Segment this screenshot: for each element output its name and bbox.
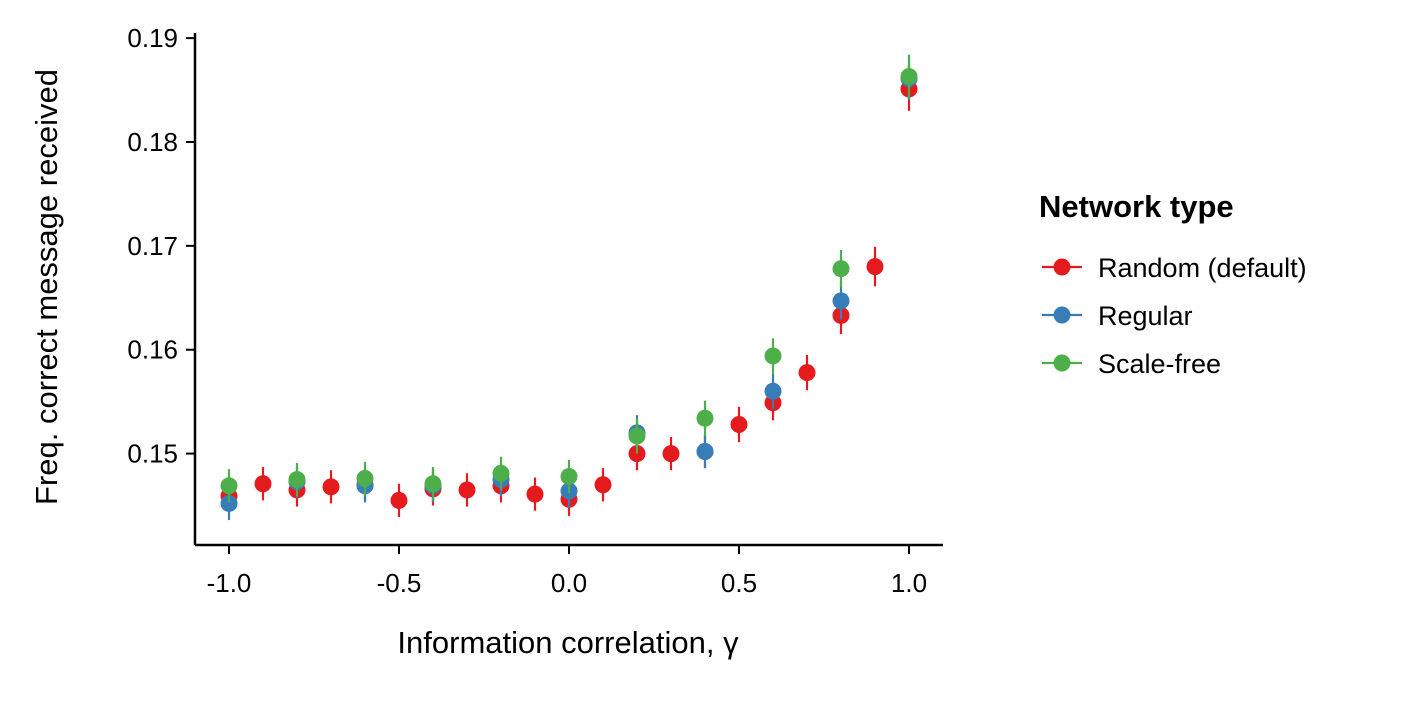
legend-key-marker — [1053, 354, 1071, 372]
data-point — [696, 409, 714, 427]
data-point — [662, 445, 680, 463]
legend-label: Regular — [1098, 301, 1193, 331]
data-point — [322, 478, 340, 496]
legend-item: Regular — [1042, 301, 1193, 331]
plot-area — [220, 54, 918, 521]
series-random-default — [220, 67, 918, 517]
data-point — [730, 416, 748, 434]
x-tick-label: 0.0 — [551, 568, 587, 598]
data-point — [492, 464, 510, 482]
data-point — [560, 467, 578, 485]
data-point — [832, 260, 850, 278]
data-point — [832, 292, 850, 310]
x-tick-label: -1.0 — [207, 568, 252, 598]
y-tick-label: 0.18 — [127, 127, 178, 157]
legend-key-marker — [1053, 306, 1071, 324]
series-scale-free — [220, 54, 918, 503]
data-point — [764, 382, 782, 400]
series-regular — [220, 56, 918, 521]
data-point — [696, 443, 714, 461]
x-axis-title: Information correlation, γ — [397, 625, 739, 660]
data-point — [526, 485, 544, 503]
data-point — [288, 471, 306, 489]
legend-title: Network type — [1039, 189, 1234, 224]
data-point — [458, 481, 476, 499]
legend-item: Random (default) — [1042, 253, 1307, 283]
data-point — [220, 494, 238, 512]
y-axis-title: Freq. correct message received — [29, 69, 64, 505]
y-tick-label: 0.19 — [127, 23, 178, 53]
y-tick-label: 0.17 — [127, 231, 178, 261]
data-point — [390, 491, 408, 509]
data-point — [254, 475, 272, 493]
data-point — [424, 475, 442, 493]
x-tick-label: 0.5 — [721, 568, 757, 598]
data-point — [594, 476, 612, 494]
legend-items: Random (default) Regular Scale-free — [1042, 253, 1307, 379]
x-tick-label: 1.0 — [891, 568, 927, 598]
y-axis: 0.15 0.16 0.17 0.18 0.19 — [127, 23, 197, 545]
data-point — [798, 364, 816, 382]
data-point — [764, 347, 782, 365]
legend-item: Scale-free — [1042, 349, 1221, 379]
legend-label: Random (default) — [1098, 253, 1307, 283]
data-point — [866, 258, 884, 276]
y-tick-label: 0.15 — [127, 439, 178, 469]
legend: Network type Random (default) Regular Scal… — [1039, 189, 1307, 379]
x-axis: -1.0 -0.5 0.0 0.5 1.0 — [195, 543, 943, 598]
data-point — [356, 470, 374, 488]
data-point — [220, 477, 238, 495]
data-point — [628, 427, 646, 445]
legend-key-marker — [1053, 258, 1071, 276]
legend-label: Scale-free — [1098, 349, 1221, 379]
data-point — [900, 68, 918, 86]
y-tick-label: 0.16 — [127, 335, 178, 365]
x-tick-label: -0.5 — [377, 568, 422, 598]
